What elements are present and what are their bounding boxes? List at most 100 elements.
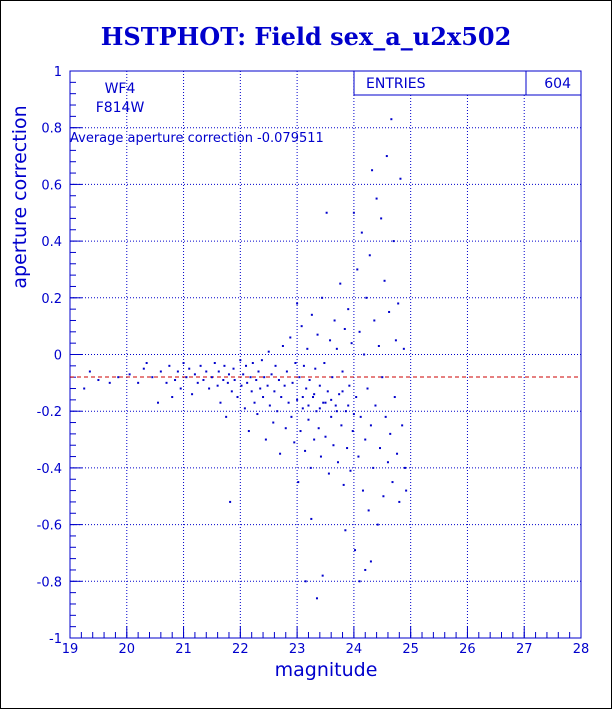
data-point	[185, 376, 188, 379]
data-point	[242, 373, 245, 376]
data-point	[304, 449, 307, 452]
data-point	[287, 401, 290, 404]
data-point	[389, 432, 392, 435]
data-point	[321, 296, 324, 299]
data-point	[347, 308, 350, 311]
data-point	[372, 466, 375, 469]
data-point	[243, 407, 246, 410]
data-point	[301, 396, 304, 399]
data-point	[335, 347, 338, 350]
data-point	[171, 396, 174, 399]
data-point	[327, 472, 330, 475]
data-point	[117, 376, 120, 379]
data-point	[371, 169, 374, 172]
data-point	[268, 404, 271, 407]
y-tick-label: 0.8	[41, 122, 62, 137]
data-point	[373, 319, 376, 322]
data-point	[239, 359, 242, 362]
data-point	[210, 376, 213, 379]
data-point	[296, 398, 299, 401]
data-point	[168, 364, 171, 367]
data-point	[272, 421, 275, 424]
ticks-layer: 19 20 21 22 23 24 25 26 27 28 -1 -0.8 -0.6 -0.4 -0.2 0 0…	[37, 65, 590, 657]
data-point	[339, 282, 342, 285]
data-point	[240, 384, 243, 387]
data-point	[397, 302, 400, 305]
data-point	[245, 364, 248, 367]
data-point	[317, 427, 320, 430]
data-point	[199, 364, 202, 367]
data-point	[322, 401, 325, 404]
data-point	[205, 370, 208, 373]
data-point	[216, 384, 219, 387]
y-tick-label: -0.6	[37, 519, 62, 534]
data-point	[349, 469, 352, 472]
data-point	[359, 415, 362, 418]
data-point	[188, 367, 191, 370]
y-tick-label: 0	[54, 349, 62, 364]
data-point	[253, 401, 256, 404]
data-point	[298, 376, 301, 379]
y-tick-label: 0.4	[41, 235, 62, 250]
data-point	[157, 401, 160, 404]
data-point	[325, 211, 328, 214]
data-point	[326, 390, 329, 393]
data-point	[97, 379, 100, 382]
data-point	[375, 197, 378, 200]
data-point	[365, 296, 368, 299]
data-point	[369, 560, 372, 563]
data-point	[310, 517, 313, 520]
data-point	[344, 410, 347, 413]
data-point	[297, 481, 300, 484]
chart-title: HSTPHOT: Field sex_a_u2x502	[100, 22, 512, 51]
x-tick-label: 24	[346, 642, 363, 657]
data-point	[296, 302, 299, 305]
data-point	[390, 118, 393, 121]
x-tick-label: 27	[516, 642, 533, 657]
data-point	[318, 384, 321, 387]
x-tick-label: 23	[289, 642, 306, 657]
data-point	[392, 240, 395, 243]
data-point	[357, 455, 360, 458]
data-point	[289, 336, 292, 339]
data-point	[300, 325, 303, 328]
data-point	[318, 407, 321, 410]
data-point	[307, 404, 310, 407]
data-point	[276, 410, 279, 413]
data-point	[128, 373, 131, 376]
data-point	[313, 393, 316, 396]
data-point	[246, 381, 249, 384]
data-point	[281, 344, 284, 347]
data-point	[393, 396, 396, 399]
y-tick-label: -0.2	[37, 405, 62, 420]
data-point	[159, 370, 162, 373]
data-point	[165, 381, 168, 384]
data-point	[355, 396, 358, 399]
data-point	[332, 444, 335, 447]
data-point	[383, 279, 386, 282]
data-point	[350, 342, 353, 345]
data-point	[249, 376, 252, 379]
x-tick-label: 25	[402, 642, 419, 657]
data-point	[381, 376, 384, 379]
data-point	[315, 597, 318, 600]
data-point	[340, 424, 343, 427]
y-axis-label: aperture correction	[9, 105, 31, 288]
y-tick-label: -0.4	[37, 462, 62, 477]
data-point	[366, 387, 369, 390]
data-point	[374, 404, 377, 407]
grid-layer	[70, 71, 581, 638]
data-point	[251, 362, 254, 365]
data-point	[108, 381, 111, 384]
data-point	[182, 362, 185, 365]
data-point	[202, 379, 205, 382]
data-point	[257, 370, 260, 373]
data-point	[360, 231, 363, 234]
data-point	[394, 339, 397, 342]
data-point	[336, 461, 339, 464]
data-point	[283, 384, 286, 387]
data-point	[302, 364, 305, 367]
data-point	[348, 384, 351, 387]
data-point	[363, 353, 366, 356]
data-point	[380, 217, 383, 220]
